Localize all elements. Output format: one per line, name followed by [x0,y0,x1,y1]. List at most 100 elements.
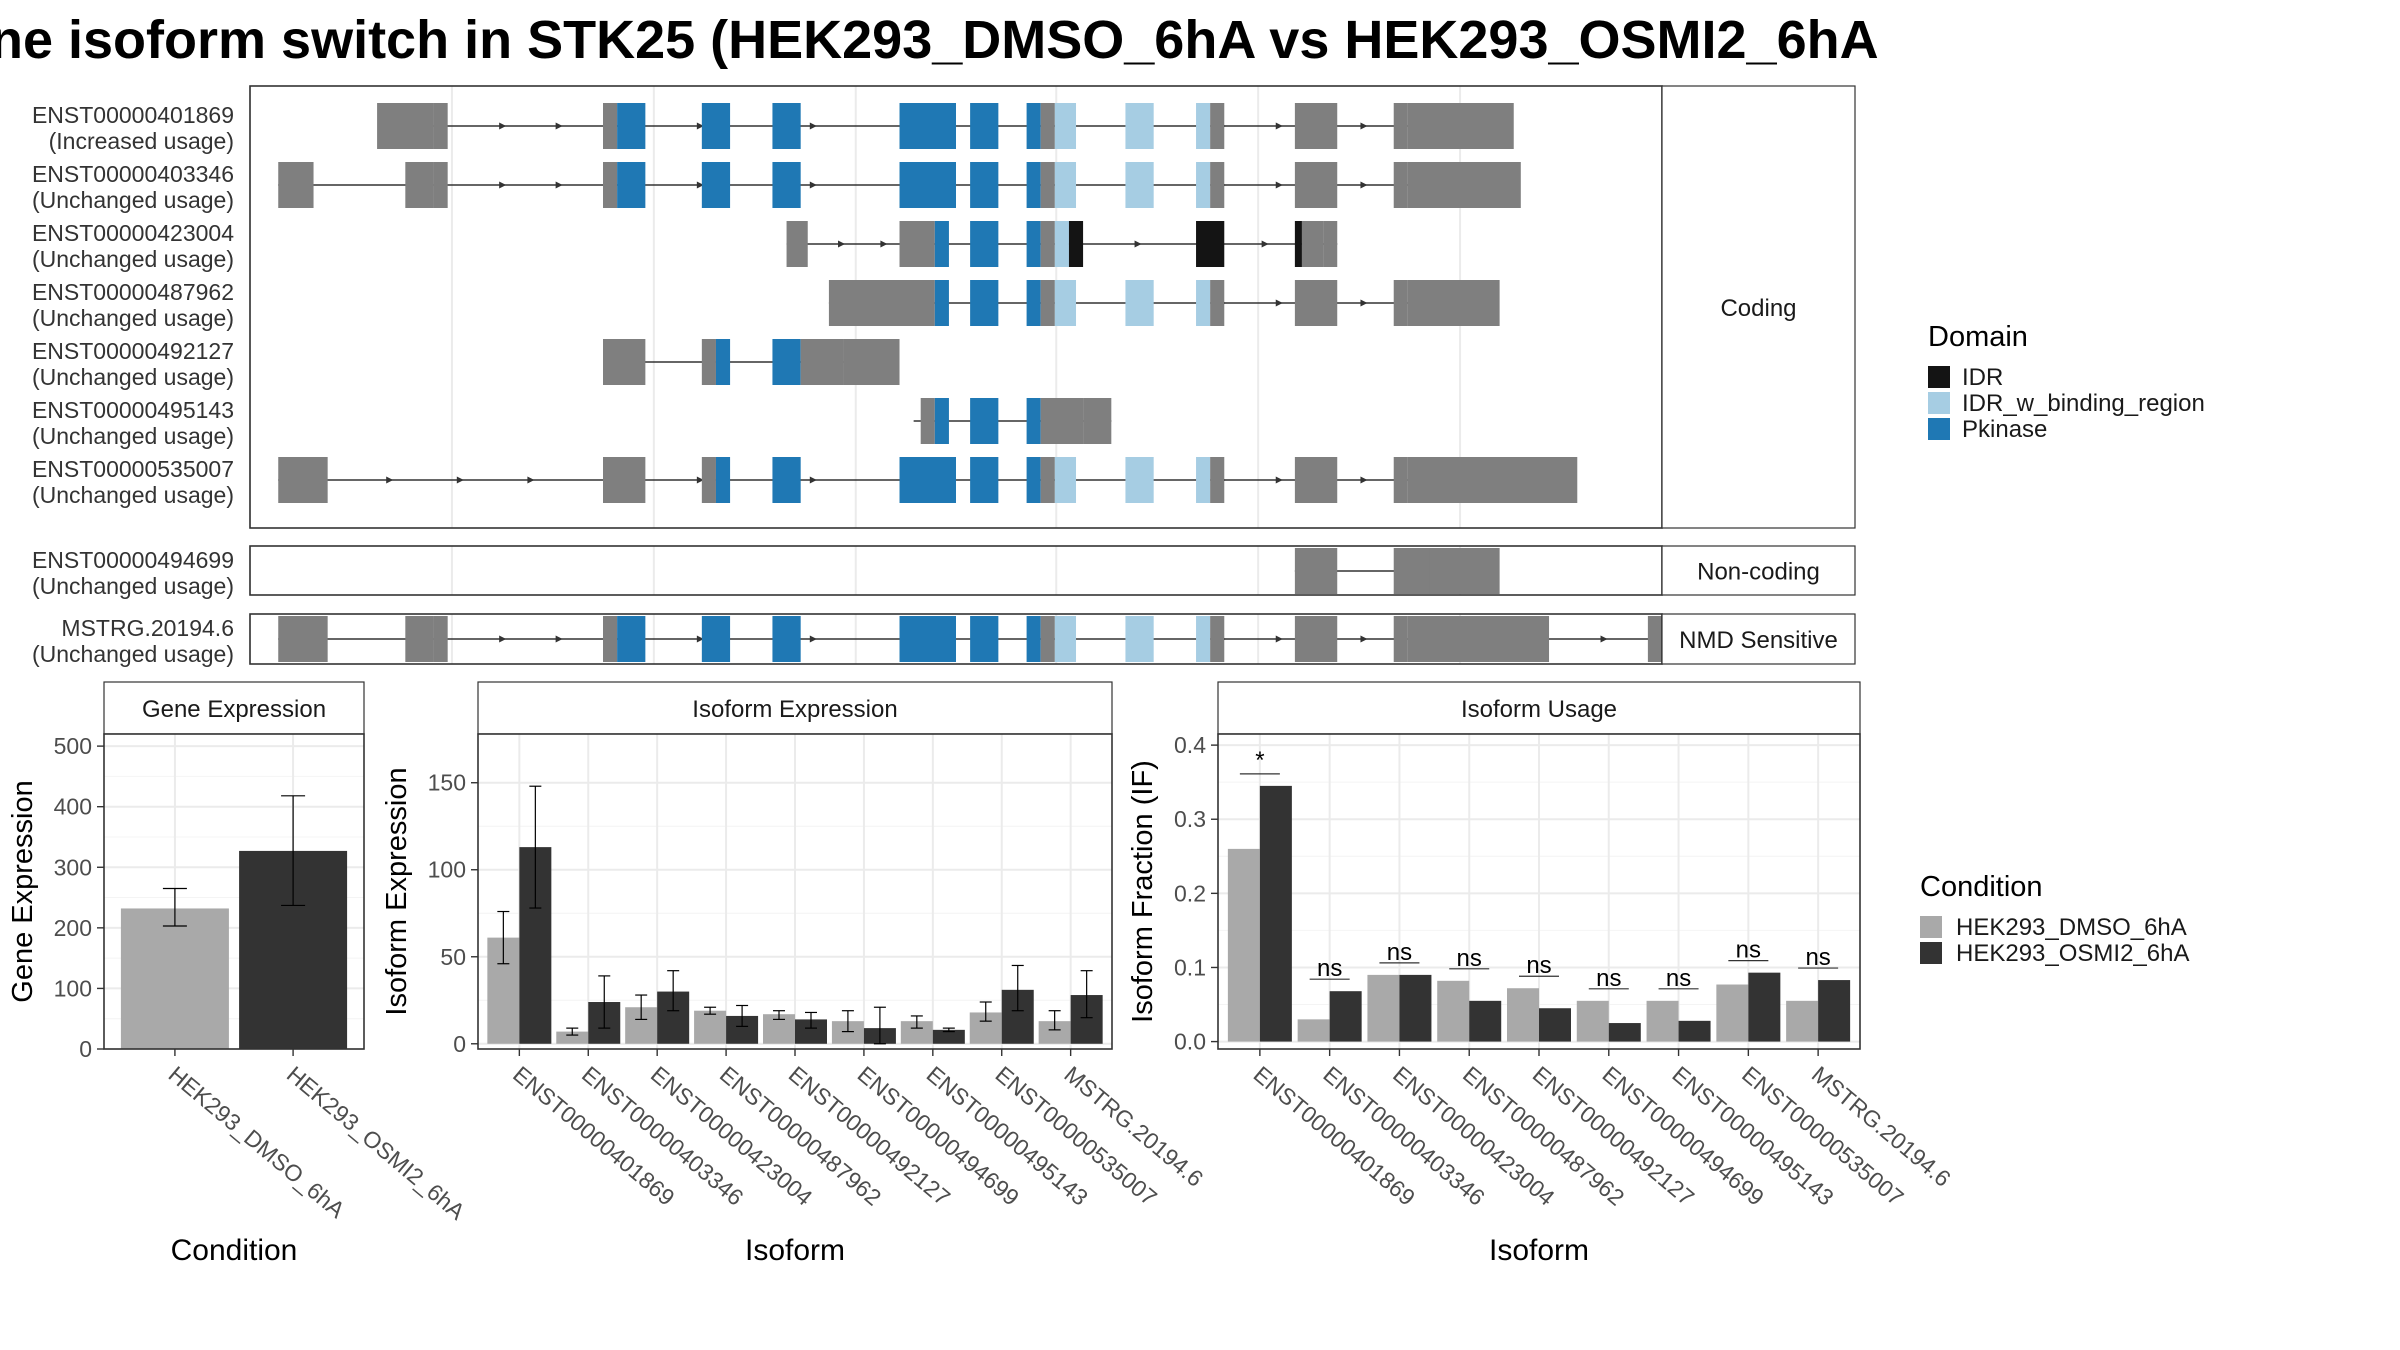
legend-label: HEK293_DMSO_6hA [1956,914,2187,941]
isoform-usage-label: (Unchanged usage) [32,305,234,331]
intron-arrow [456,476,464,484]
exon [617,616,646,662]
bar [556,1031,589,1044]
exon [1196,280,1211,326]
gene-expression-panel: Gene Expression0100200300400500HEK293_DM… [7,681,470,1267]
exon [1040,280,1055,326]
exon [899,162,956,208]
intron-arrow [809,635,817,643]
y-tick-label: 0.2 [1174,880,1206,906]
exon [1407,280,1500,326]
exon [800,339,844,385]
intron-arrow [555,181,563,189]
y-tick-label: 0.4 [1174,732,1206,758]
facet-strip-label: Isoform Usage [1461,696,1617,723]
significance-label: ns [1387,939,1412,966]
exon [617,162,646,208]
facet-strip [1661,613,1856,665]
exon [970,616,999,662]
significance-label: ns [1805,944,1830,971]
exon [772,457,801,503]
facet-strip-label: Non-coding [1697,559,1820,586]
exon [1040,103,1055,149]
exon [1054,162,1077,208]
exon [1301,221,1324,267]
exon [377,103,434,149]
bar [1678,1020,1711,1042]
significance-label: ns [1526,952,1551,979]
transcript-structure-panel: ENST00000401869(Increased usage) ENST0000… [32,85,1856,667]
exon [603,162,618,208]
y-tick-label: 50 [440,944,466,970]
isoform-id-label: MSTRG.20194.6 [61,615,234,641]
exon [1429,548,1458,594]
legend-swatch [1928,418,1950,440]
exon [1054,457,1077,503]
facet-strip-label: Isoform Expression [692,696,897,723]
exon [715,457,731,503]
exon [1054,280,1077,326]
exon [970,398,999,444]
facet-strip [477,681,1113,735]
isoform-expression-panel: Isoform Expression050100150ENST000004018… [381,681,1208,1267]
intron-arrow [499,122,507,130]
isoform-usage-label: (Unchanged usage) [32,573,234,599]
y-tick-label: 0.3 [1174,806,1206,832]
isoform-usage-label: (Unchanged usage) [32,246,234,272]
legend-title: Domain [1928,321,2028,353]
exon [701,103,731,149]
exon [1393,280,1408,326]
exon [1054,221,1069,267]
y-tick-label: 200 [54,915,92,941]
intron-arrow [1261,240,1269,248]
y-tick-label: 150 [428,770,466,796]
exon [603,103,618,149]
legend-label: HEK293_OSMI2_6hA [1956,940,2189,967]
bar [831,1021,864,1044]
exon [1196,221,1225,267]
exon [1026,221,1041,267]
exon [1026,280,1041,326]
exon [1054,616,1077,662]
intron-arrow [696,181,704,189]
legend-swatch [1920,916,1942,938]
exon [1210,457,1225,503]
intron-arrow [1600,635,1608,643]
isoform-usage-label: (Unchanged usage) [32,423,234,449]
x-axis-label: Isoform [1489,1234,1589,1267]
legend-label: IDR [1962,364,2003,391]
intron-arrow [1360,476,1368,484]
x-axis-label: Isoform [745,1234,845,1267]
exon [701,616,731,662]
exon [1407,616,1550,662]
exon [828,280,935,326]
exon [1125,457,1154,503]
facet-strip [1661,85,1856,529]
intron-arrow [1360,299,1368,307]
y-tick-label: 100 [428,857,466,883]
exon [772,162,801,208]
exon [1125,616,1154,662]
bar [1539,1008,1571,1042]
bar [1297,1019,1330,1042]
intron-arrow [696,122,704,130]
exon [1323,221,1338,267]
intron-arrow [555,122,563,130]
exon [715,339,731,385]
exon [1294,221,1302,267]
intron-arrow [1360,181,1368,189]
facet-strip-label: Gene Expression [142,696,326,723]
isoform-id-label: ENST00000423004 [32,220,234,246]
isoform-id-label: ENST00000535007 [32,456,234,482]
exon [1294,280,1338,326]
intron-arrow [1275,635,1283,643]
exon [1026,616,1041,662]
exon [1040,162,1055,208]
intron-arrow [809,122,817,130]
legend-swatch [1928,366,1950,388]
exon [1210,616,1225,662]
exon [1393,103,1408,149]
y-tick-label: 300 [54,854,92,880]
exon [970,162,999,208]
